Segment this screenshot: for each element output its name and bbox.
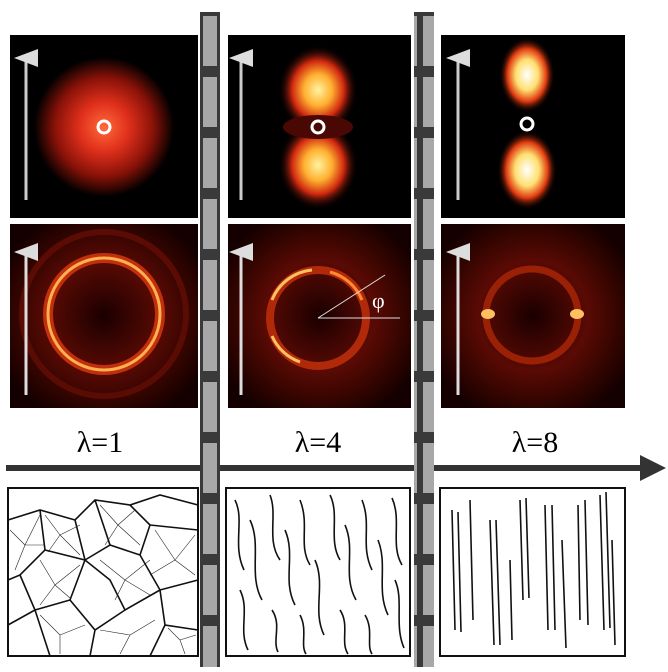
pattern-top-8 xyxy=(441,35,625,218)
pattern-bottom-8 xyxy=(441,224,625,408)
film-strip xyxy=(200,12,220,667)
figure: φ λ=1 λ=4 λ=8 xyxy=(0,0,668,667)
pattern-bottom-4: φ xyxy=(228,224,411,408)
sketch-aligned-lamellae xyxy=(440,488,625,656)
angle-symbol: φ xyxy=(372,288,385,313)
lambda-label: λ=1 xyxy=(77,426,123,459)
pattern-top-1 xyxy=(10,35,198,218)
sketch-spherulites xyxy=(8,488,198,656)
pattern-top-4 xyxy=(228,35,411,218)
lambda-label: λ=8 xyxy=(512,426,558,459)
sketch-wavy-lamellae xyxy=(226,488,410,656)
lambda-label: λ=4 xyxy=(295,426,341,459)
film-strip xyxy=(414,12,434,667)
pattern-bottom-1 xyxy=(10,224,198,408)
